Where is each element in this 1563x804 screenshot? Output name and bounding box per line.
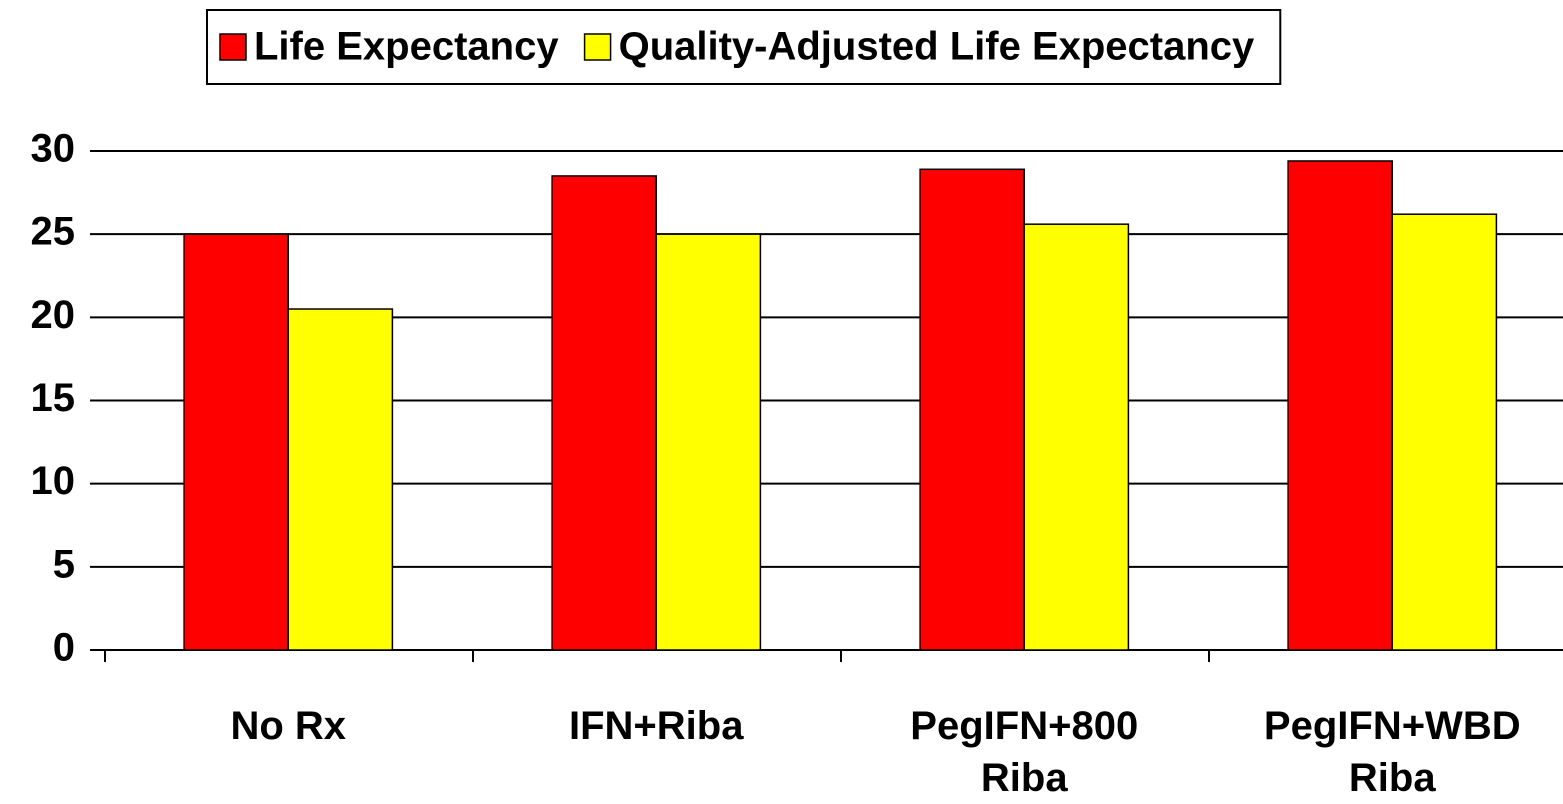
y-tick-label: 10 [31,459,76,503]
bar [183,233,290,651]
bar [287,308,394,651]
y-tick-label: 0 [53,626,75,670]
x-tick-label: IFN+Riba [569,704,744,748]
bar [1391,213,1498,651]
y-tick-label: 15 [31,376,76,420]
legend-label: Quality-Adjusted Life Expectancy [619,25,1255,69]
x-tick-label: PegIFN+WBD Riba [1263,704,1521,800]
legend-label: Life Expectancy [254,25,559,69]
bar [655,233,762,651]
y-tick-label: 20 [31,293,76,337]
legend-box [206,9,1282,85]
x-tick-label: PegIFN+800 Riba [910,704,1139,800]
y-tick-label: 25 [31,210,76,254]
x-tick-label: No Rx [230,704,347,748]
y-tick-label: 5 [53,542,75,586]
legend-swatch [583,33,612,61]
bar [919,168,1026,651]
bar [1023,223,1130,651]
bar [551,175,658,651]
bar [1287,160,1394,651]
legend-swatch [219,33,247,61]
y-tick-label: 30 [31,127,76,171]
